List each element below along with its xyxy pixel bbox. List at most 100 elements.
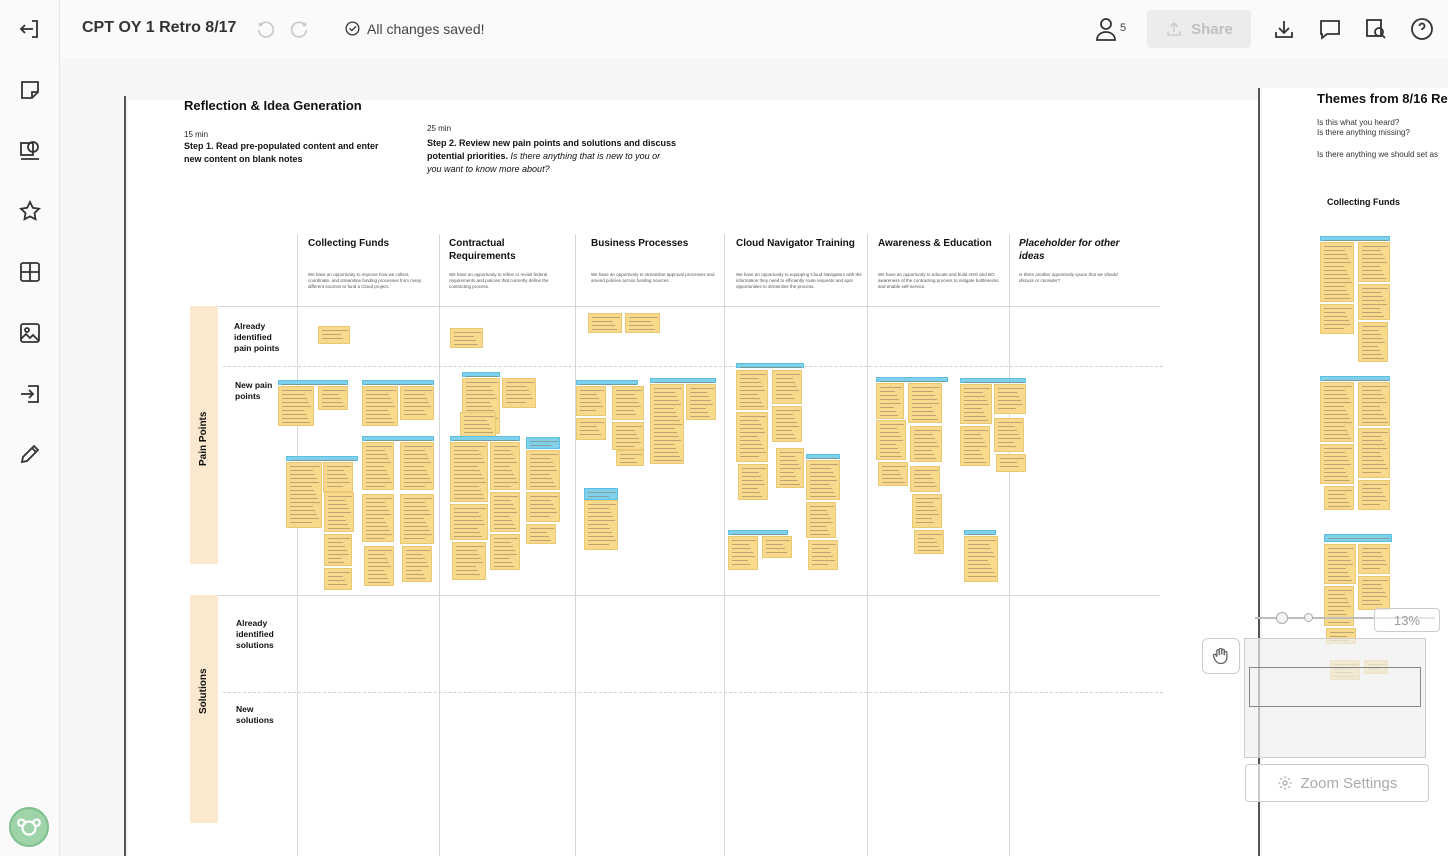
minimap-viewport[interactable] — [1249, 667, 1421, 707]
help-button[interactable] — [1408, 15, 1436, 43]
sticky-note[interactable] — [960, 384, 992, 424]
sticky-note[interactable] — [728, 536, 758, 570]
sticky-note[interactable] — [278, 380, 348, 385]
sticky-note[interactable] — [650, 378, 716, 383]
sticky-note[interactable] — [450, 328, 483, 348]
sticky-note[interactable] — [1324, 544, 1356, 584]
sticky-note[interactable] — [772, 406, 802, 442]
search-button[interactable] — [1362, 15, 1390, 43]
sticky-note[interactable] — [576, 418, 606, 440]
sticky-note[interactable] — [1358, 242, 1390, 282]
sticky-note[interactable] — [324, 492, 354, 532]
sticky-note[interactable] — [584, 488, 618, 500]
sticky-note[interactable] — [736, 363, 804, 368]
sticky-note[interactable] — [994, 384, 1026, 414]
sticky-note[interactable] — [576, 386, 606, 416]
sticky-note[interactable] — [1320, 382, 1354, 442]
sticky-note[interactable] — [1320, 304, 1354, 334]
sticky-note[interactable] — [362, 386, 398, 426]
sticky-note[interactable] — [323, 462, 353, 492]
sticky-note[interactable] — [526, 450, 560, 490]
sticky-note[interactable] — [400, 442, 434, 490]
sticky-note[interactable] — [612, 422, 644, 450]
zoom-percent[interactable]: 13% — [1374, 608, 1440, 632]
favorites-tool[interactable] — [14, 195, 46, 227]
board-title[interactable]: CPT OY 1 Retro 8/17 — [82, 19, 237, 36]
pan-tool-button[interactable] — [1202, 638, 1240, 674]
sticky-note[interactable] — [324, 568, 352, 590]
sticky-note[interactable] — [1324, 534, 1392, 542]
sticky-note[interactable] — [806, 454, 840, 459]
sticky-note[interactable] — [362, 494, 394, 542]
sticky-note[interactable] — [960, 378, 1026, 383]
sticky-note[interactable] — [1358, 428, 1390, 478]
sticky-note[interactable] — [1324, 486, 1354, 510]
sticky-note[interactable] — [878, 462, 908, 486]
sticky-note[interactable] — [876, 420, 906, 460]
sticky-note[interactable] — [402, 546, 432, 582]
shapes-tool[interactable] — [14, 134, 46, 166]
sticky-note[interactable] — [526, 437, 560, 449]
sticky-note[interactable] — [960, 426, 990, 466]
sticky-note[interactable] — [738, 464, 768, 500]
share-button[interactable]: Share — [1147, 10, 1251, 48]
zoom-slider[interactable] — [1255, 617, 1435, 619]
sticky-note[interactable] — [910, 466, 940, 492]
sticky-note[interactable] — [616, 450, 644, 466]
sticky-note[interactable] — [364, 546, 394, 586]
sticky-note[interactable] — [876, 383, 904, 419]
sticky-note[interactable] — [576, 380, 638, 385]
sticky-note[interactable] — [625, 313, 660, 333]
sticky-note[interactable] — [400, 494, 434, 544]
image-tool[interactable] — [14, 317, 46, 349]
sticky-note[interactable] — [286, 456, 358, 461]
collaborators-button[interactable]: 5 — [1094, 16, 1126, 42]
import-tool[interactable] — [14, 378, 46, 410]
sticky-note[interactable] — [452, 542, 486, 580]
sticky-note[interactable] — [996, 454, 1026, 472]
sticky-note[interactable] — [1320, 444, 1354, 484]
sticky-note[interactable] — [362, 380, 434, 385]
sticky-note[interactable] — [736, 370, 768, 410]
sticky-note[interactable] — [1320, 236, 1390, 241]
download-button[interactable] — [1270, 15, 1298, 43]
sticky-note[interactable] — [318, 326, 350, 344]
sticky-note[interactable] — [736, 412, 768, 462]
sticky-note-tool[interactable] — [14, 74, 46, 106]
sticky-note[interactable] — [876, 377, 948, 382]
user-avatar[interactable] — [9, 807, 49, 847]
sticky-note[interactable] — [450, 436, 520, 441]
zoom-slider-handle[interactable] — [1276, 612, 1288, 624]
sticky-note[interactable] — [1358, 544, 1390, 574]
sticky-note[interactable] — [1324, 586, 1354, 626]
sticky-note[interactable] — [318, 386, 348, 410]
minimap[interactable] — [1244, 638, 1426, 758]
retro-board[interactable]: Reflection & Idea Generation 15 min Step… — [128, 98, 1258, 856]
comments-button[interactable] — [1316, 15, 1344, 43]
sticky-note[interactable] — [650, 384, 684, 464]
sticky-note[interactable] — [686, 384, 716, 420]
sticky-note[interactable] — [1358, 480, 1390, 510]
sticky-note[interactable] — [584, 500, 618, 550]
sticky-note[interactable] — [964, 536, 998, 582]
sticky-note[interactable] — [806, 460, 840, 500]
sticky-note[interactable] — [964, 530, 996, 535]
sticky-note[interactable] — [490, 442, 520, 490]
sticky-note[interactable] — [588, 313, 622, 333]
whiteboard-canvas[interactable]: Reflection & Idea Generation 15 min Step… — [60, 58, 1448, 856]
sticky-note[interactable] — [612, 386, 644, 420]
pen-tool[interactable] — [14, 438, 46, 470]
sticky-note[interactable] — [1358, 284, 1390, 320]
undo-button[interactable] — [255, 18, 277, 40]
sticky-note[interactable] — [772, 370, 802, 404]
sticky-note[interactable] — [450, 504, 488, 540]
sticky-note[interactable] — [728, 530, 788, 535]
sticky-note[interactable] — [1358, 382, 1390, 426]
sticky-note[interactable] — [908, 383, 942, 423]
sticky-note[interactable] — [490, 534, 520, 570]
templates-tool[interactable] — [14, 256, 46, 288]
sticky-note[interactable] — [1358, 576, 1390, 610]
sticky-note[interactable] — [526, 492, 560, 522]
sticky-note[interactable] — [502, 378, 536, 408]
sticky-note[interactable] — [762, 536, 792, 558]
